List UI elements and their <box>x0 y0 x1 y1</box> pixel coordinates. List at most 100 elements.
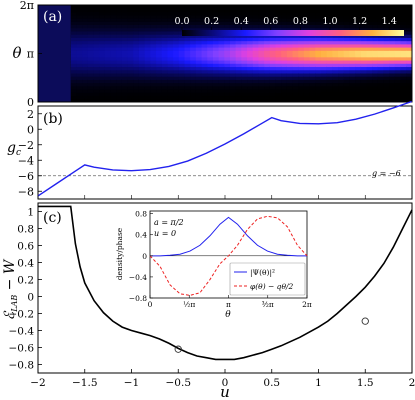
panel-b-y-axis: 20−2−4−6−8 <box>18 108 42 198</box>
heatmap-cell <box>82 92 89 97</box>
heatmap-cell <box>156 98 163 102</box>
heatmap-cell <box>207 47 214 51</box>
heatmap-cell <box>207 5 214 9</box>
heatmap-cell <box>229 11 237 16</box>
heatmap-cell <box>241 76 248 80</box>
heatmap-cell <box>173 76 180 80</box>
heatmap-cell <box>355 43 362 48</box>
heatmap-cell <box>377 63 385 68</box>
heatmap-cell <box>201 92 208 97</box>
heatmap-cell <box>127 21 134 25</box>
heatmap-cell <box>121 27 129 32</box>
heatmap-cell <box>298 98 305 102</box>
heatmap-cell <box>241 11 248 16</box>
heatmap-cell <box>156 5 163 9</box>
heatmap-cell <box>394 95 402 100</box>
heatmap-cell <box>326 37 333 42</box>
heatmap-cell <box>292 63 299 68</box>
heatmap-cell <box>286 53 294 58</box>
heatmap-cell <box>258 17 265 22</box>
heatmap-cell <box>286 85 294 90</box>
heatmap-cell <box>247 56 254 61</box>
heatmap-cell <box>394 82 402 87</box>
heatmap-cell <box>400 63 407 68</box>
heatmap-cell <box>292 66 299 71</box>
colorbar-tick-label: 0.6 <box>263 16 278 27</box>
heatmap-cell <box>389 82 396 87</box>
heatmap-cell <box>286 37 294 42</box>
heatmap-cell <box>298 72 305 77</box>
heatmap-cell <box>212 34 220 38</box>
heatmap-cell <box>161 27 169 32</box>
heatmap-cell <box>178 37 186 42</box>
heatmap-cell <box>281 37 288 42</box>
heatmap-cell <box>320 17 328 22</box>
heatmap-cell <box>190 8 197 13</box>
heatmap-cell <box>184 66 191 71</box>
heatmap-cell <box>201 59 208 64</box>
heatmap-cell <box>121 85 129 90</box>
heatmap-cell <box>326 85 333 90</box>
heatmap-cell <box>383 43 390 48</box>
heatmap-cell <box>383 95 390 100</box>
heatmap-cell <box>332 40 339 45</box>
heatmap-cell <box>315 24 322 29</box>
heatmap-cell <box>144 50 151 55</box>
heatmap-cell <box>99 21 106 25</box>
heatmap-cell <box>178 63 186 68</box>
heatmap-cell <box>207 40 214 45</box>
heatmap-cell <box>281 14 288 19</box>
heatmap-cell <box>377 92 385 97</box>
heatmap-cell <box>360 69 368 74</box>
heatmap-cell <box>338 85 345 90</box>
heatmap-cell <box>286 66 294 71</box>
panel-b-ytick-label: −6 <box>18 170 34 183</box>
heatmap-cell <box>156 76 163 80</box>
heatmap-cell <box>400 85 407 90</box>
heatmap-cell <box>144 76 151 80</box>
heatmap-cell <box>394 17 402 22</box>
heatmap-cell <box>349 69 356 74</box>
heatmap-cell <box>303 53 311 58</box>
heatmap-cell <box>104 69 112 74</box>
heatmap-cell <box>389 24 396 29</box>
heatmap-cell <box>275 98 282 102</box>
heatmap-cell <box>320 56 328 61</box>
heatmap-cell <box>173 17 180 22</box>
heatmap-cell <box>377 34 385 38</box>
heatmap-cell <box>110 69 117 74</box>
heatmap-cell <box>190 92 197 97</box>
heatmap-cell <box>190 11 197 16</box>
heatmap-cell <box>70 63 78 68</box>
inset-xtick-label: ½π <box>183 300 195 309</box>
heatmap-cell <box>173 79 180 84</box>
heatmap-cell <box>309 27 316 32</box>
heatmap-cell <box>144 14 151 19</box>
heatmap-cell <box>309 24 316 29</box>
heatmap-cell <box>349 24 356 29</box>
heatmap-cell <box>252 95 260 100</box>
heatmap-cell <box>400 53 407 58</box>
heatmap-cell <box>99 76 106 80</box>
heatmap-cell <box>173 11 180 16</box>
heatmap-cell <box>184 69 191 74</box>
heatmap-cell <box>269 82 277 87</box>
heatmap-cell <box>99 85 106 90</box>
heatmap-cell <box>286 40 294 45</box>
heatmap-cell <box>229 89 237 93</box>
heatmap-cell <box>383 76 390 80</box>
heatmap-cell <box>70 56 78 61</box>
heatmap-cell <box>229 24 237 29</box>
heatmap-cell <box>110 43 117 48</box>
heatmap-cell <box>281 69 288 74</box>
heatmap-cell <box>150 43 157 48</box>
heatmap-cell <box>235 47 242 51</box>
heatmap-cell <box>150 95 157 100</box>
heatmap-cell <box>201 85 208 90</box>
heatmap-cell <box>201 76 208 80</box>
heatmap-cell <box>161 17 169 22</box>
heatmap-cell <box>258 37 265 42</box>
heatmap-cell <box>212 98 220 102</box>
heatmap-cell <box>383 11 390 16</box>
heatmap-cell <box>207 85 214 90</box>
